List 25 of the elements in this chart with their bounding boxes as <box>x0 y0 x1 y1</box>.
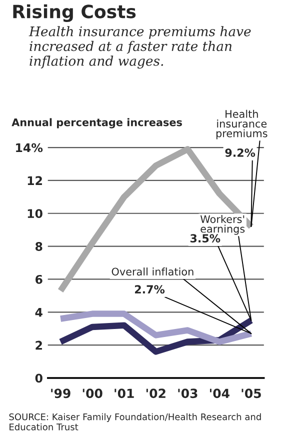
y-tick-label: 10 <box>28 209 42 218</box>
y-tick-label: 14% <box>16 143 43 152</box>
chart-title: Rising Costs <box>13 4 136 22</box>
text: Health insurance premiums <box>216 110 268 140</box>
y-axis-title: Annual percentage increases <box>12 118 182 128</box>
y-tick-label: 4 <box>35 308 42 317</box>
x-tick-label: '04 <box>210 388 230 398</box>
x-tick-label: '01 <box>114 388 134 398</box>
annotation: 9.2% <box>225 148 256 157</box>
annotation: 2.7% <box>134 285 165 294</box>
source-note: SOURCE: Kaiser Family Foundation/Health Research and Education Trust <box>9 413 261 430</box>
text: Overall inflation <box>112 268 194 276</box>
chart-subtitle: Health insurance premiums have increased at a faster rate than inflation and wages. <box>28 26 251 69</box>
x-tick-label: '03 <box>178 388 198 398</box>
annotation: 3.5% <box>190 234 220 243</box>
y-tick-label: 8 <box>35 242 42 251</box>
y-tick-label: 12 <box>28 176 42 185</box>
y-tick-label: 2 <box>36 340 42 350</box>
x-tick-label: '02 <box>146 388 166 398</box>
y-tick-label: 6 <box>36 274 42 284</box>
x-tick-label: '00 <box>82 388 102 398</box>
y-tick-label: 0 <box>35 374 42 383</box>
x-tick-label: '99 <box>51 388 70 398</box>
text: Workers' earnings <box>200 215 245 235</box>
x-tick-label: '05 <box>242 388 261 398</box>
